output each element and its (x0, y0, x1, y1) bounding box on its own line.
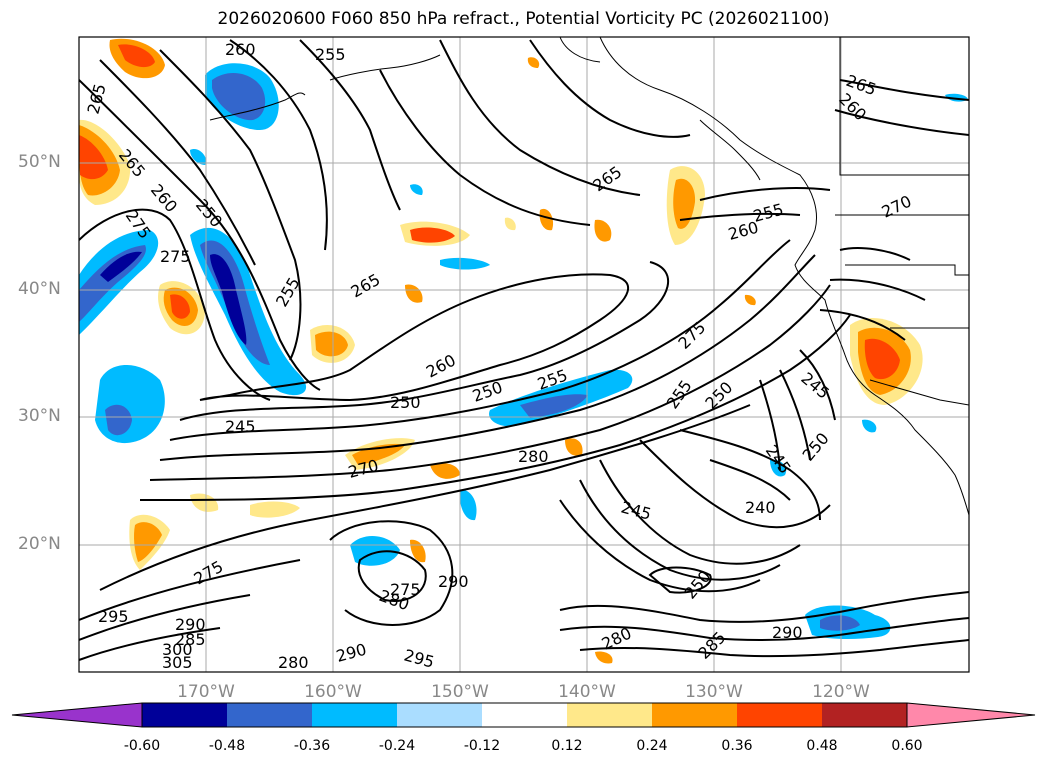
colorbar-segment (397, 703, 482, 727)
contour-label: 290 (772, 623, 803, 642)
colorbar-tick-label: -0.12 (463, 738, 501, 754)
pv-shading (79, 38, 968, 664)
colorbar-segment (652, 703, 737, 727)
lat-label-20n: 20°N (18, 534, 61, 554)
lat-label-40n: 40°N (18, 279, 61, 299)
contour-label: 275 (390, 580, 421, 599)
contour-label: 285 (175, 630, 206, 649)
colorbar-tick-label: 0.36 (721, 738, 753, 754)
lon-label-140w: 140°W (558, 682, 616, 702)
contour-label: 240 (745, 498, 776, 517)
lon-label-130w: 130°W (685, 682, 743, 702)
contour-label: 280 (518, 447, 549, 466)
colorbar-extend-high (906, 702, 1036, 728)
contour-label: 275 (160, 247, 191, 266)
colorbar-segment (312, 703, 397, 727)
map-title: 2026020600 F060 850 hPa refract., Potent… (217, 9, 830, 29)
colorbar-tick-label: 0.60 (891, 738, 923, 754)
colorbar-extend-low (11, 702, 143, 728)
contour-label: 250 (390, 393, 421, 412)
colorbar-tick-label: -0.60 (123, 738, 161, 754)
contour-label: 290 (438, 572, 469, 591)
map-area (79, 37, 969, 672)
map-gridlines (79, 37, 969, 672)
contour-label: 255 (315, 45, 346, 64)
colorbar-segment (822, 703, 907, 727)
contour-label: 245 (225, 417, 256, 436)
colorbar-tick-label: 0.48 (806, 738, 838, 754)
contour-label: 290 (175, 615, 206, 634)
lat-label-30n: 30°N (18, 406, 61, 426)
colorbar-tick-label: 0.12 (551, 738, 583, 754)
colorbar-segment (567, 703, 652, 727)
lat-label-50n: 50°N (18, 152, 61, 172)
lon-label-150w: 150°W (431, 682, 489, 702)
refractivity-contours (79, 39, 969, 661)
lon-label-160w: 160°W (304, 682, 362, 702)
contour-label: 260 (225, 40, 256, 59)
colorbar-tick-label: -0.48 (208, 738, 246, 754)
lon-label-170w: 170°W (177, 682, 235, 702)
colorbar-tick-label: 0.24 (636, 738, 668, 754)
colorbar-segment (737, 703, 822, 727)
colorbar (11, 702, 1036, 728)
colorbar-segment (227, 703, 312, 727)
contour-label: 300 (162, 640, 193, 659)
contour-label: 305 (162, 653, 193, 672)
colorbar-tick-label: -0.36 (293, 738, 331, 754)
map-frame (78, 36, 970, 673)
colorbar-tick-label: -0.24 (378, 738, 416, 754)
lon-label-120w: 120°W (812, 682, 870, 702)
contour-label: 295 (98, 607, 129, 626)
contour-label: 280 (278, 653, 309, 672)
colorbar-segment (482, 703, 567, 727)
colorbar-segment (142, 703, 227, 727)
